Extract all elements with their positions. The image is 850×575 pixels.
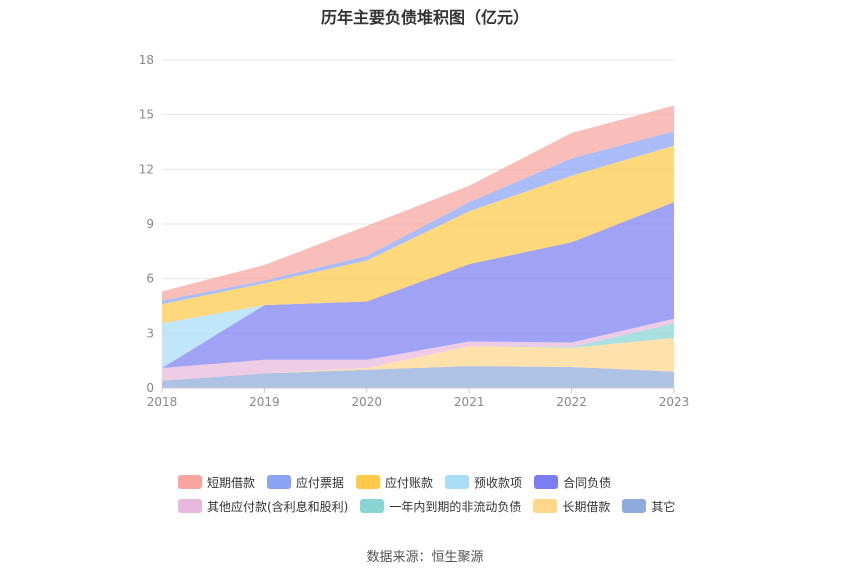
legend-label: 短期借款 <box>207 475 256 490</box>
area-series <box>162 318 674 381</box>
legend-label: 应付票据 <box>296 475 345 490</box>
y-tick-label: 6 <box>146 272 154 286</box>
legend-swatch <box>533 499 558 513</box>
area-series <box>162 131 674 305</box>
area-series <box>162 105 674 301</box>
chart-legend: 短期借款 应付票据 应付账款 预收款项 合同负债 其他应付款(含利息和股利) 一年内到期的… <box>178 470 698 518</box>
x-tick-label: 2021 <box>454 395 485 409</box>
legend-item[interactable]: 预收款项 <box>445 474 522 491</box>
legend-swatch <box>178 499 202 513</box>
y-tick-label: 0 <box>146 381 154 395</box>
legend-label: 预收款项 <box>474 475 523 490</box>
legend-swatch <box>445 475 470 489</box>
legend-label: 一年内到期的非流动负债 <box>389 499 522 514</box>
legend-label: 合同负债 <box>563 475 612 490</box>
y-tick-label: 15 <box>139 108 154 122</box>
area-series <box>162 145 674 324</box>
legend-label: 其它 <box>651 499 676 514</box>
area-series <box>162 366 674 388</box>
y-tick-label: 12 <box>139 162 154 176</box>
x-tick-label: 2023 <box>659 395 690 409</box>
legend-swatch <box>267 475 292 489</box>
y-tick-label: 9 <box>146 217 154 231</box>
legend-swatch <box>356 475 381 489</box>
legend-label: 应付账款 <box>385 475 434 490</box>
legend-label: 其他应付款(含利息和股利) <box>207 499 349 514</box>
x-tick-label: 2019 <box>249 395 280 409</box>
legend-item[interactable]: 其他应付款(含利息和股利) <box>178 498 348 515</box>
y-tick-label: 3 <box>146 326 154 340</box>
legend-label: 长期借款 <box>562 499 611 514</box>
x-tick-label: 2018 <box>147 395 178 409</box>
legend-item[interactable]: 合同负债 <box>534 474 611 491</box>
legend-item[interactable]: 其它 <box>622 498 675 515</box>
area-series <box>162 337 674 381</box>
legend-item[interactable]: 应付票据 <box>267 474 344 491</box>
x-tick-label: 2020 <box>352 395 383 409</box>
legend-swatch <box>360 499 385 513</box>
y-tick-label: 18 <box>139 53 154 67</box>
area-series <box>162 202 674 368</box>
legend-item[interactable]: 长期借款 <box>533 498 610 515</box>
chart-title: 历年主要负债堆积图（亿元） <box>320 8 529 27</box>
legend-swatch <box>534 475 559 489</box>
x-tick-label: 2022 <box>556 395 587 409</box>
legend-item[interactable]: 短期借款 <box>178 474 255 491</box>
legend-item[interactable]: 应付账款 <box>356 474 433 491</box>
data-source-note: 数据来源：恒生聚源 <box>366 550 484 565</box>
legend-item[interactable]: 一年内到期的非流动负债 <box>360 498 521 515</box>
legend-swatch <box>178 475 202 489</box>
legend-swatch <box>622 499 647 513</box>
